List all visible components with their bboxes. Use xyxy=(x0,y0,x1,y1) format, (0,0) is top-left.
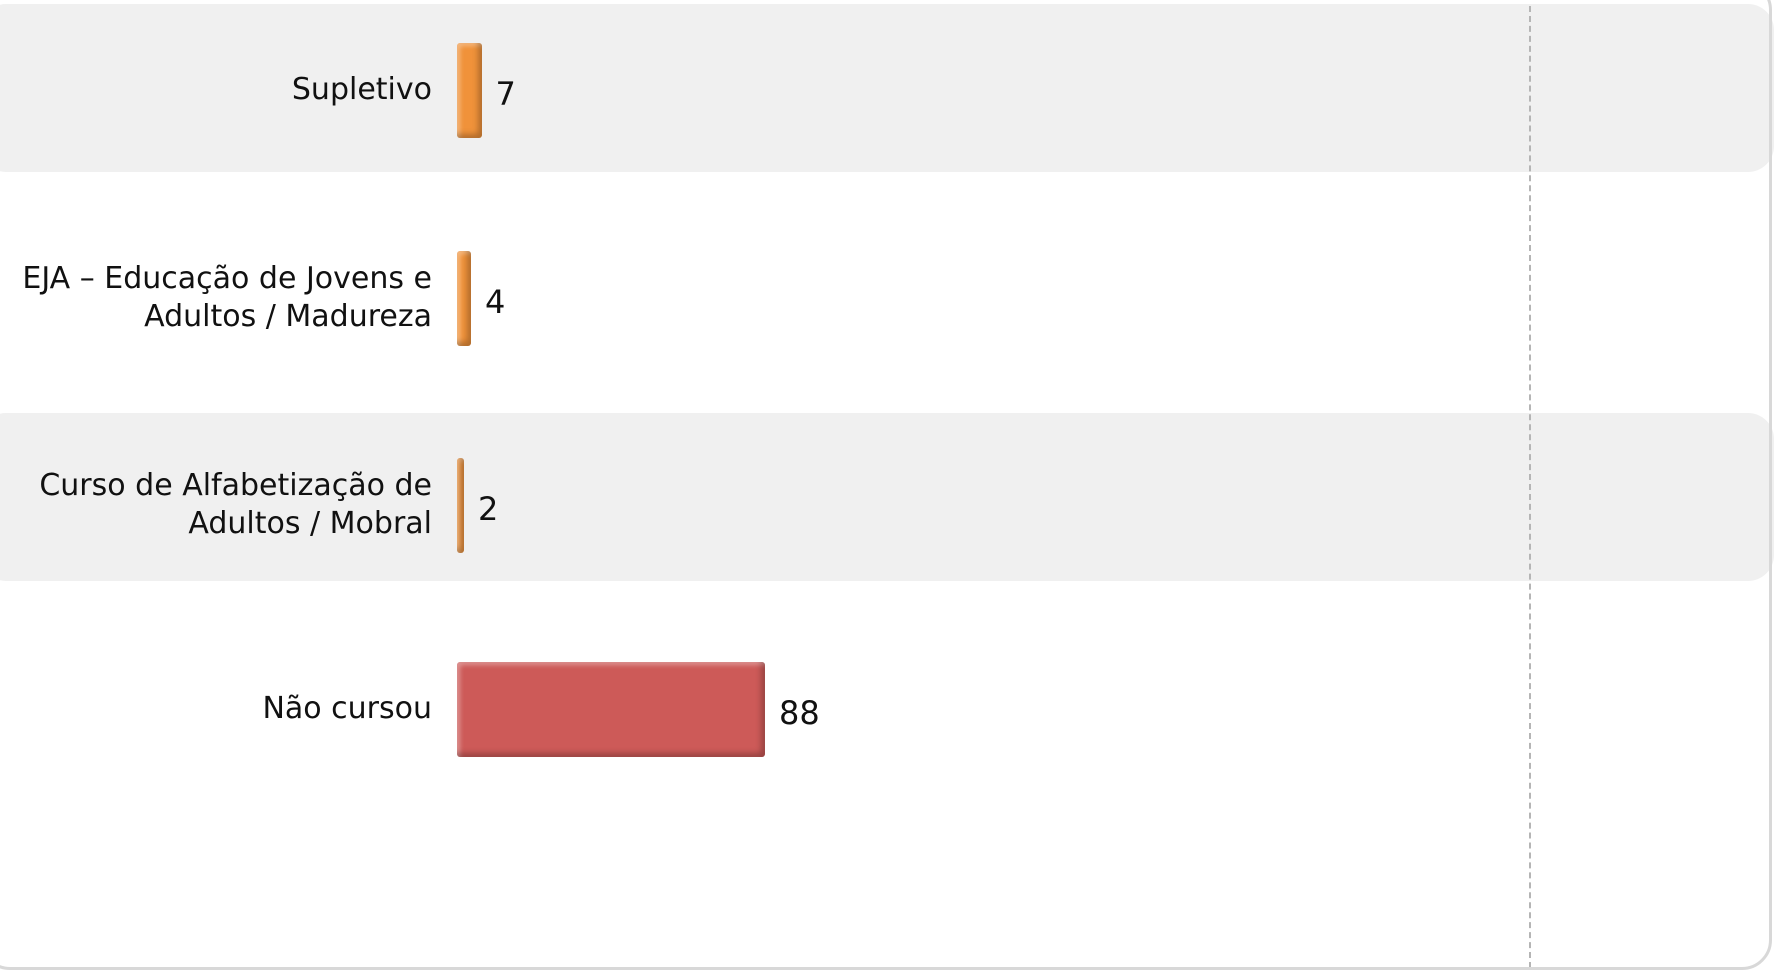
bar xyxy=(457,662,765,757)
row-band xyxy=(0,413,1774,581)
divider xyxy=(1529,6,1531,968)
bar xyxy=(457,43,482,138)
category-label: Curso de Alfabetização de Adultos / Mobr… xyxy=(39,468,432,541)
category-label: EJA – Educação de Jovens e Adultos / Mad… xyxy=(22,261,432,334)
category-label: Supletivo xyxy=(291,72,432,107)
bar xyxy=(457,251,471,346)
value-label: 4 xyxy=(485,283,506,321)
bar xyxy=(457,458,464,553)
row-band xyxy=(0,4,1774,172)
value-label: 7 xyxy=(495,75,516,113)
category-label: Não cursou xyxy=(262,691,432,726)
value-label: 2 xyxy=(478,490,499,528)
value-label: 88 xyxy=(779,694,820,732)
